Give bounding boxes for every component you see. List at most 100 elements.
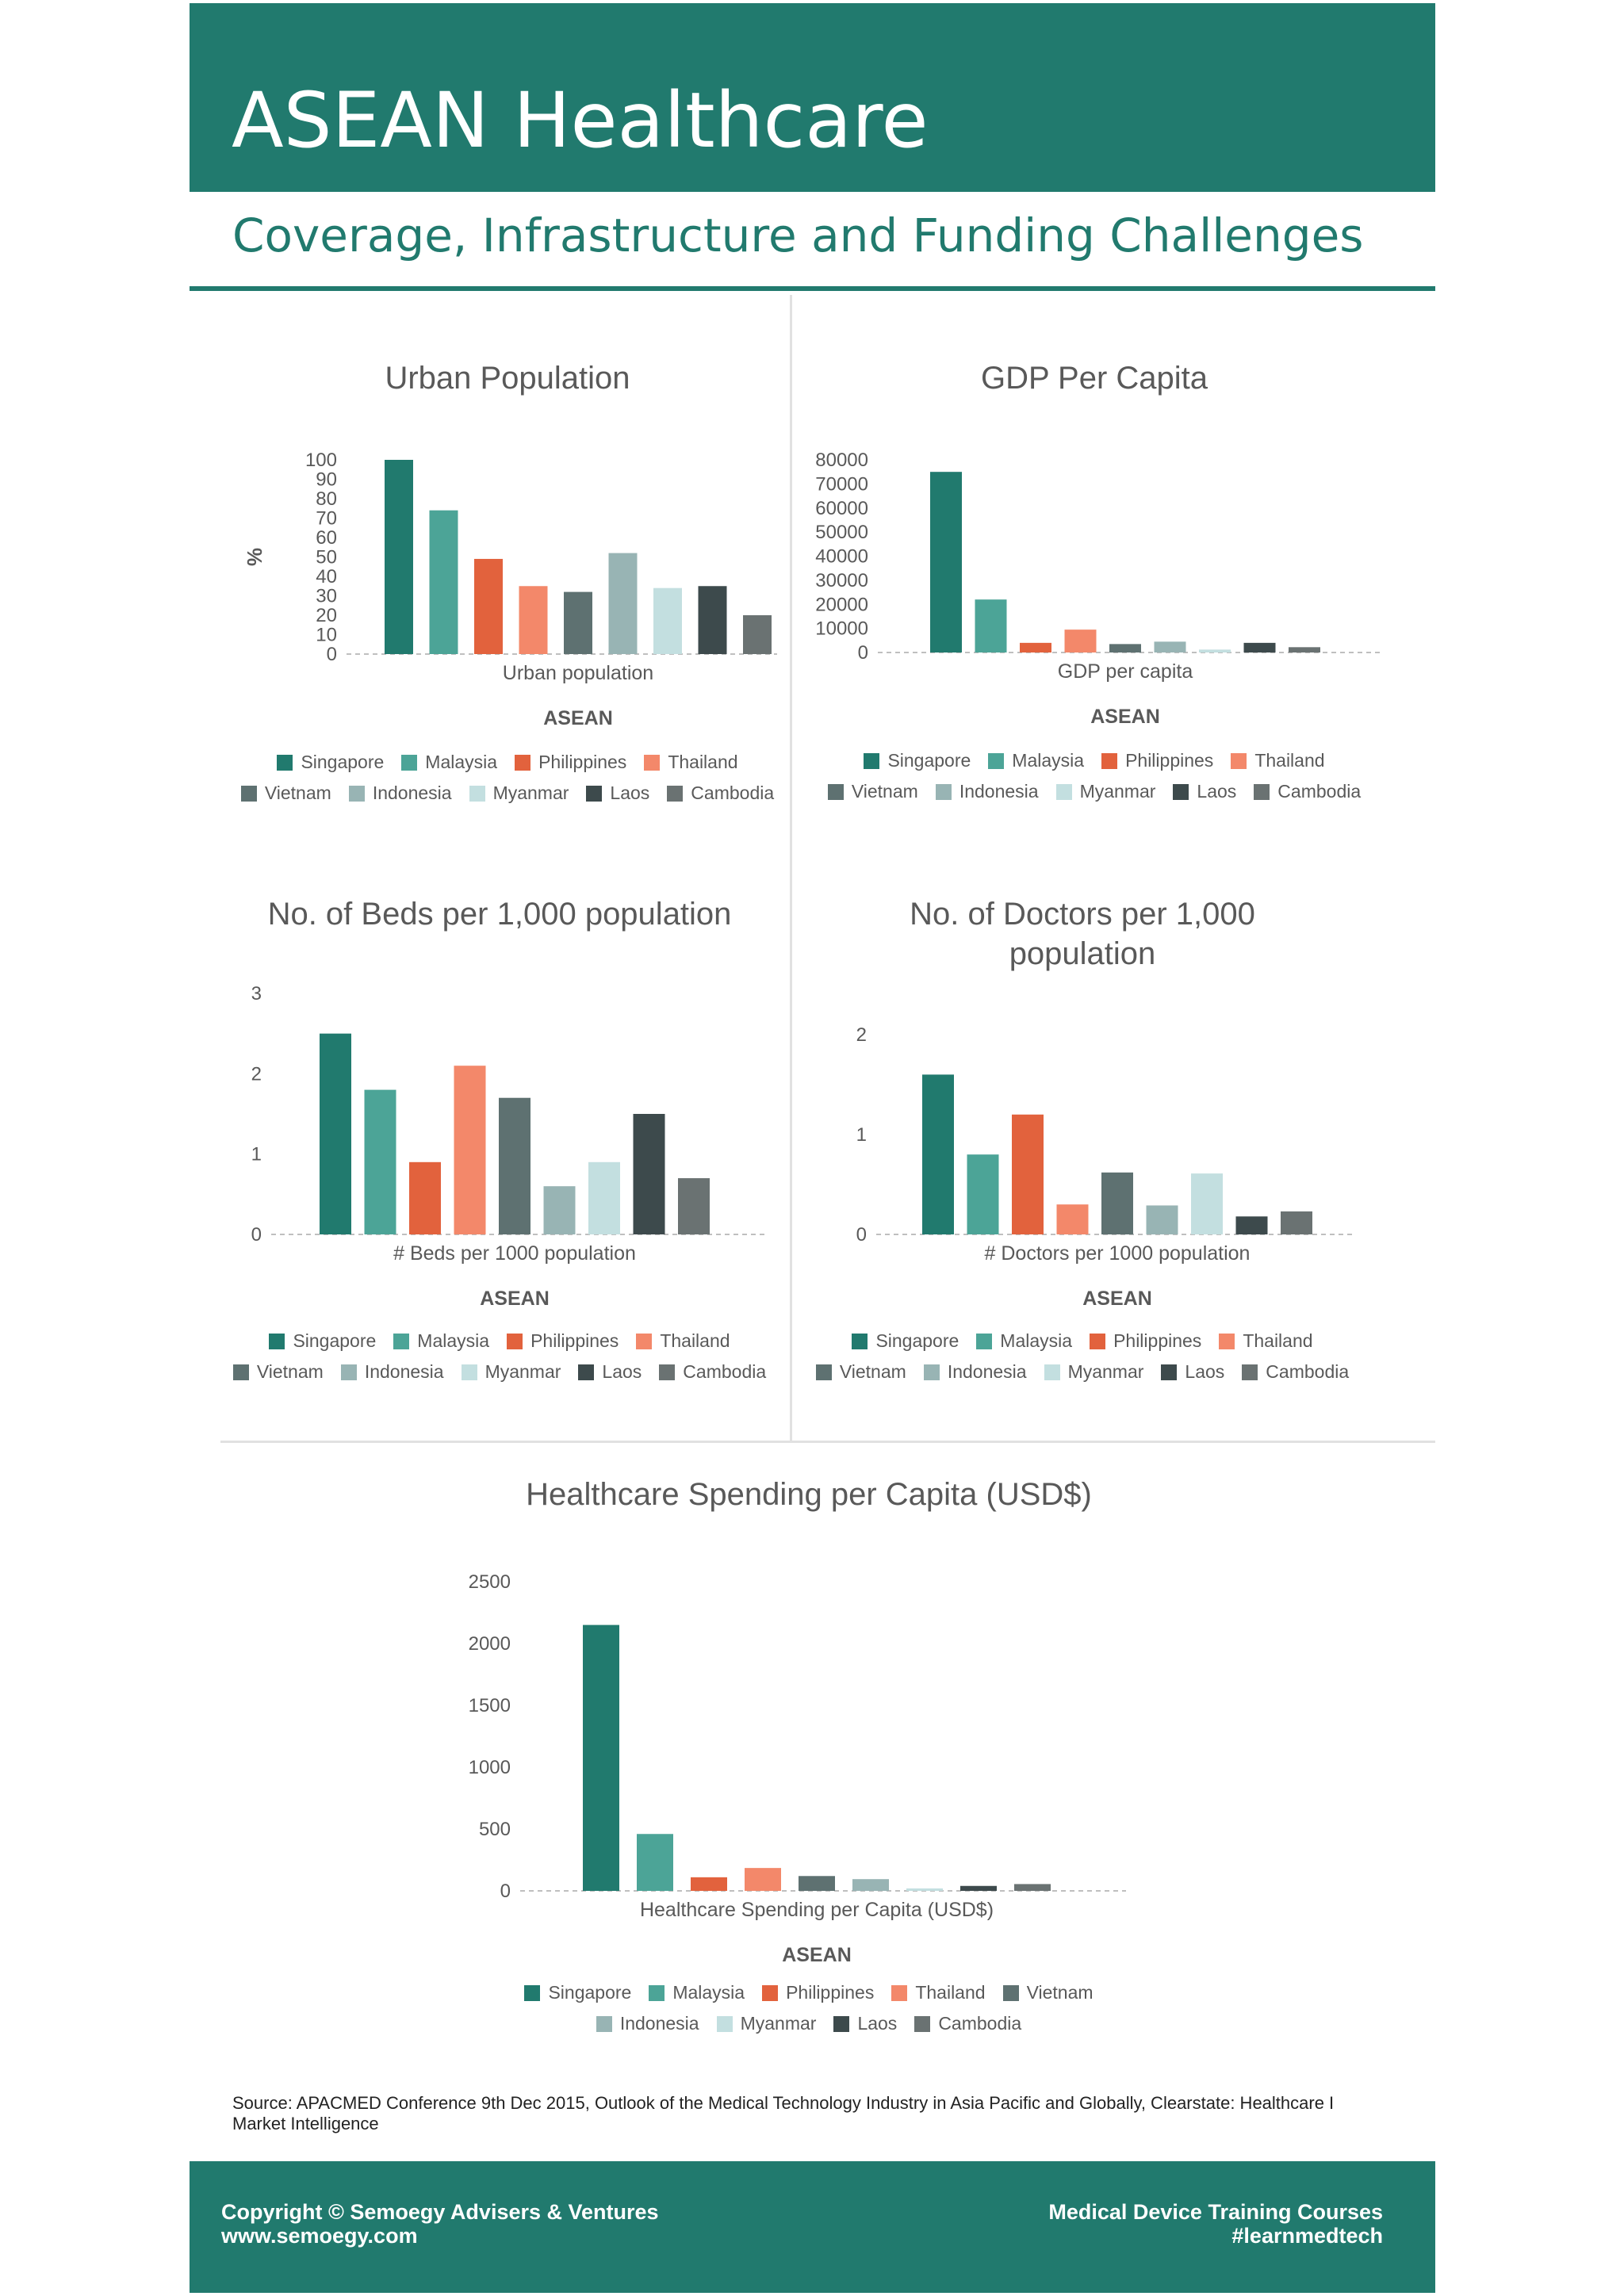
footer-right: Medical Device Training Courses #learnme… (1048, 2200, 1383, 2248)
legend-swatch (469, 785, 485, 802)
subtitle-divider (190, 286, 1435, 291)
legend-swatch (833, 2015, 850, 2032)
legend-item-malaysia: Malaysia (988, 750, 1084, 771)
legend-swatch (1044, 1364, 1060, 1380)
legend-item-singapore: Singapore (864, 750, 971, 771)
y-tick-label: 50 (316, 547, 337, 568)
bar-laos (960, 1885, 997, 1891)
bar-vietnam (1101, 1172, 1133, 1234)
bar-malaysia (967, 1154, 999, 1234)
legend-label: Laos (1185, 1361, 1225, 1382)
legend-item-myanmar: Myanmar (469, 783, 569, 804)
legend-item-philippines: Philippines (507, 1330, 619, 1352)
y-tick-label: 40 (316, 566, 337, 587)
legend-swatch (1101, 752, 1118, 769)
y-tick-label: 500 (479, 1819, 511, 1840)
legend-swatch (1055, 783, 1072, 800)
legend-item-indonesia: Indonesia (348, 783, 452, 804)
legend-swatch (815, 1364, 832, 1380)
legend-swatch (232, 1364, 249, 1380)
legend-item-vietnam: Vietnam (240, 783, 331, 804)
legend-item-thailand: Thailand (644, 752, 738, 773)
legend-swatch (649, 1984, 665, 2001)
legend-label: Myanmar (485, 1361, 561, 1382)
legend-swatch (914, 2015, 931, 2032)
bar-cambodia (1289, 647, 1320, 652)
y-tick-label: 50000 (815, 522, 868, 543)
legend-swatch (716, 2015, 733, 2032)
legend-swatch (1002, 1984, 1019, 2001)
y-tick-label: 40000 (815, 546, 868, 568)
bar-thailand (1064, 629, 1097, 652)
legend-swatch (596, 2015, 612, 2032)
bar-singapore (922, 1074, 954, 1234)
legend-swatch (976, 1333, 993, 1349)
legend-item-philippines: Philippines (1101, 750, 1213, 771)
x-axis-title: ASEAN (782, 1944, 852, 1966)
y-tick-label: 1 (251, 1144, 262, 1165)
legend-item-philippines: Philippines (515, 752, 626, 773)
legend-swatch (1254, 783, 1270, 800)
legend-item-malaysia: Malaysia (976, 1330, 1072, 1352)
legend-label: Indonesia (959, 781, 1039, 802)
y-tick-label: 2500 (469, 1571, 511, 1593)
bar-laos (1243, 642, 1276, 652)
legend-label: Malaysia (672, 1982, 745, 2003)
bar-myanmar (1199, 649, 1231, 652)
legend-swatch (644, 754, 661, 771)
legend-swatch (515, 754, 531, 771)
chart-svg: 0 1 2 # Doctors per 1000 population ASEAN (856, 1024, 1356, 1310)
chart-panel-gdp-per-capita: GDP Per Capita 0 10000 20000 30000 40000 50000… (793, 349, 1427, 809)
y-tick-label: 1 (856, 1124, 867, 1146)
y-tick-label: 60 (316, 527, 337, 549)
legend-item-laos: Laos (586, 783, 649, 804)
y-tick-label: 30000 (815, 570, 868, 591)
y-tick-label: 90 (316, 469, 337, 491)
chart-title: No. of Doctors per 1,000 population (910, 897, 1255, 971)
bar-vietnam (564, 591, 592, 654)
legend-swatch (461, 1364, 477, 1380)
y-tick-label: 0 (500, 1881, 511, 1902)
legend-item-laos: Laos (1161, 1361, 1224, 1383)
legend-item-myanmar: Myanmar (461, 1361, 561, 1383)
legend-item-thailand: Thailand (1219, 1330, 1313, 1352)
legend: Singapore Malaysia Philippines Thailand Viet… (222, 752, 793, 813)
legend-item-myanmar: Myanmar (1055, 781, 1155, 802)
legend-label: Thailand (1254, 750, 1325, 771)
legend-item-indonesia: Indonesia (596, 2013, 699, 2034)
legend-swatch (667, 785, 684, 802)
legend-swatch (393, 1333, 410, 1349)
bar-philippines (1012, 1114, 1044, 1234)
y-tick-label: 30 (316, 586, 337, 607)
legend-swatch (1231, 752, 1247, 769)
legend-item-indonesia: Indonesia (923, 1361, 1027, 1383)
legend-swatch (636, 1333, 653, 1349)
legend-label: Singapore (548, 1982, 632, 2003)
x-category-label: # Doctors per 1000 population (985, 1242, 1251, 1265)
legend-item-thailand: Thailand (1231, 750, 1325, 771)
website-link[interactable]: www.semoegy.com (221, 2224, 418, 2248)
legend-swatch (348, 785, 365, 802)
x-category-label: GDP per capita (1058, 660, 1193, 683)
source-note: Source: APACMED Conference 9th Dec 2015,… (232, 2093, 1335, 2133)
legend: Singapore Malaysia Philippines Thailand Viet… (222, 1330, 777, 1392)
bar-philippines (691, 1877, 727, 1891)
footer-banner: Copyright © Semoegy Advisers & Ventures … (190, 2161, 1435, 2293)
y-tick-label: 1000 (469, 1757, 511, 1778)
chart-title: Urban Population (385, 361, 630, 396)
bar-cambodia (678, 1178, 710, 1234)
bar-indonesia (1146, 1205, 1178, 1234)
legend-swatch (1161, 1364, 1178, 1380)
legend-item-malaysia: Malaysia (649, 1982, 745, 2003)
legend-item-malaysia: Malaysia (401, 752, 497, 773)
legend-item-indonesia: Indonesia (340, 1361, 444, 1383)
bar-indonesia (852, 1879, 889, 1891)
legend-label: Vietnam (851, 781, 918, 802)
bar-singapore (930, 472, 962, 652)
legend-label: Vietnam (264, 783, 331, 803)
bar-cambodia (743, 615, 772, 654)
bar-indonesia (608, 553, 638, 654)
bar-myanmar (906, 1888, 943, 1891)
legend-label: Laos (602, 1361, 642, 1382)
bar-vietnam (499, 1097, 530, 1234)
